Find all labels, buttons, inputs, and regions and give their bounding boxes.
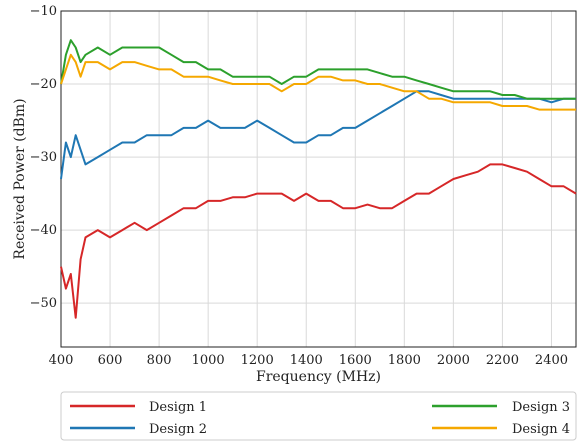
x-tick-label: 1600 [339, 353, 372, 368]
y-tick-label: −20 [30, 77, 57, 92]
legend: Design 1 Design 2 Design 3 Design 4 [60, 391, 577, 441]
x-axis-label: Frequency (MHz) [256, 369, 381, 385]
y-axis-label: Received Power (dBm) [12, 98, 28, 259]
y-tick-label: −40 [30, 223, 57, 238]
x-tick-label: 2000 [437, 353, 470, 368]
series-line-design-3 [60, 39, 576, 100]
x-tick-label: 2200 [486, 353, 519, 368]
x-axis-ticks: 400 600 800 1000 1200 1400 1600 1800 2000 2200 240… [49, 353, 568, 368]
series-lines [60, 39, 577, 319]
y-tick-label: −50 [30, 296, 57, 311]
legend-box [60, 391, 577, 441]
y-axis-ticks: −50 −40 −30 −20 −10 [30, 4, 57, 311]
series-line-design-2 [60, 90, 576, 180]
y-tick-label: −10 [30, 4, 57, 19]
legend-label: Design 4 [512, 422, 570, 437]
x-tick-label: 400 [49, 353, 74, 368]
legend-label: Design 2 [149, 422, 207, 437]
x-tick-label: 2400 [535, 353, 568, 368]
x-tick-label: 1400 [290, 353, 323, 368]
y-tick-label: −30 [30, 150, 57, 165]
series-line-design-4 [60, 53, 576, 111]
legend-label: Design 3 [512, 400, 570, 415]
x-tick-label: 1200 [241, 353, 274, 368]
x-tick-label: 800 [147, 353, 172, 368]
x-tick-label: 1800 [388, 353, 421, 368]
series-line-design-1 [60, 163, 577, 319]
x-tick-label: 1000 [192, 353, 225, 368]
x-tick-label: 600 [98, 353, 123, 368]
legend-label: Design 1 [149, 400, 207, 415]
